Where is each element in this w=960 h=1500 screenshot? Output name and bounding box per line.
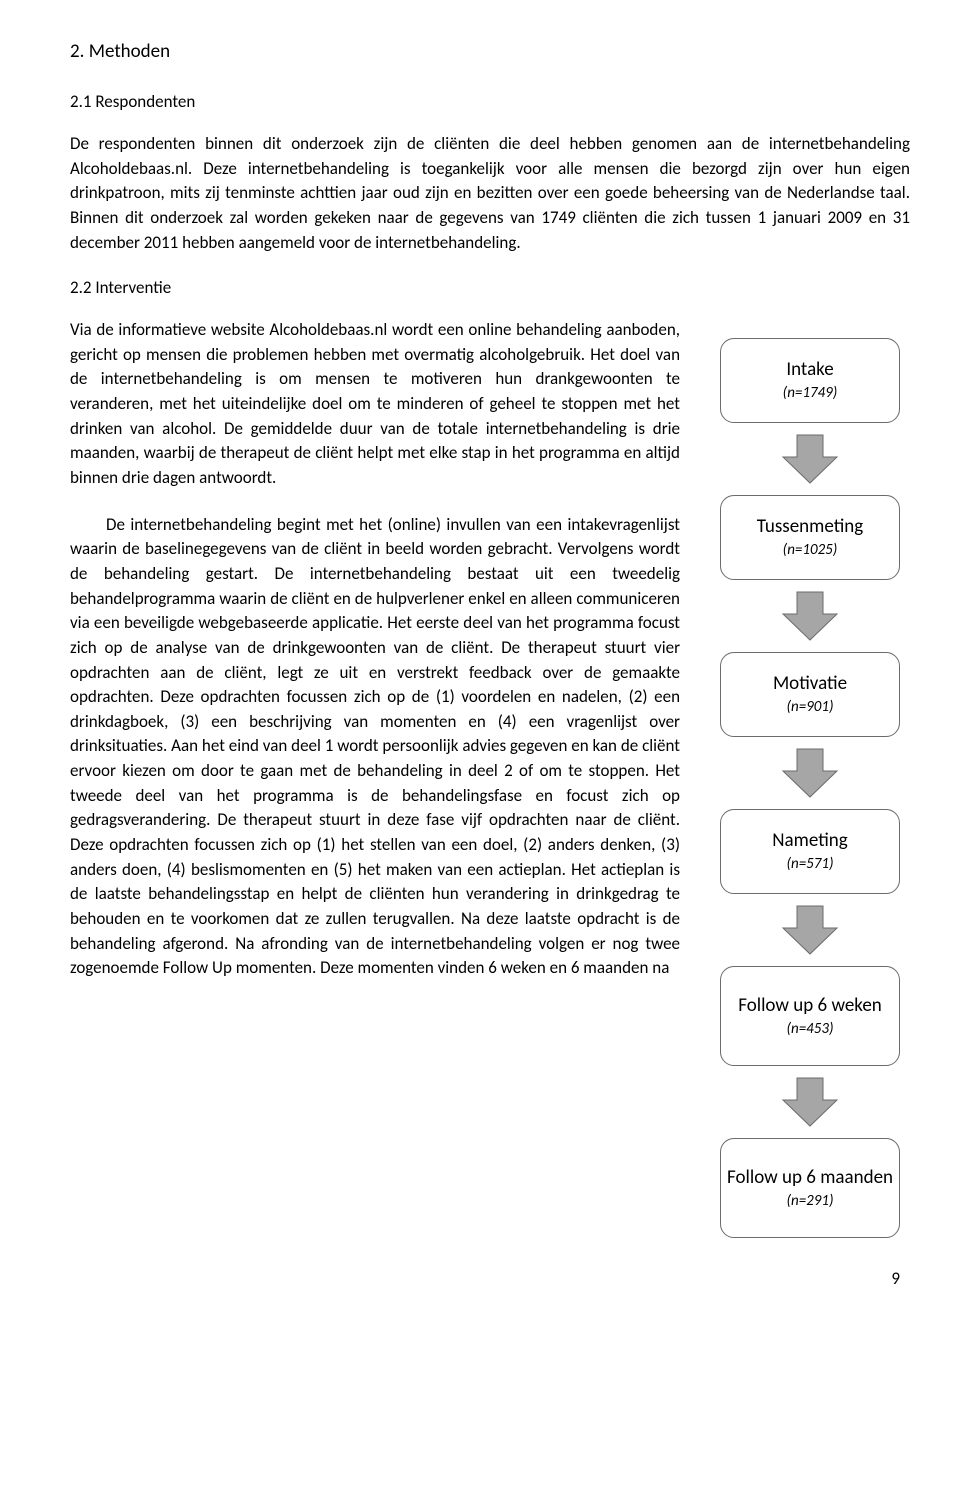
flow-node-followup-6w: Follow up 6 weken (n=453) [720,966,900,1066]
flow-arrow-icon [775,588,845,644]
flow-node-intake: Intake (n=1749) [720,338,900,423]
flow-node-count: (n=1025) [783,541,838,559]
section-2-title: 2.2 Interventie [70,277,910,298]
flow-node-label: Nameting [772,830,847,853]
flow-node-nameting: Nameting (n=571) [720,809,900,894]
section-2-paragraph-1: Via de informatieve website Alcoholdebaa… [70,318,680,490]
section-1-paragraph: De respondenten binnen dit onderzoek zij… [70,132,910,255]
flow-node-label: Follow up 6 weken [738,995,882,1018]
flow-arrow-icon [775,902,845,958]
flow-node-followup-6m: Follow up 6 maanden (n=291) [720,1138,900,1238]
flowchart-column: Intake (n=1749) Tussenmeting (n=1025) Mo… [710,318,910,1238]
flow-node-label: Follow up 6 maanden [727,1167,893,1190]
flow-node-count: (n=571) [786,855,833,873]
content-columns: Via de informatieve website Alcoholdebaa… [70,318,910,1238]
flow-node-motivatie: Motivatie (n=901) [720,652,900,737]
flow-node-count: (n=291) [786,1192,833,1210]
flow-node-count: (n=901) [786,698,833,716]
flow-arrow-icon [775,1074,845,1130]
page-number: 9 [70,1268,910,1289]
flow-node-label: Tussenmeting [757,516,863,539]
flow-node-count: (n=453) [786,1020,833,1038]
page-heading: 2. Methoden [70,40,910,63]
flow-arrow-icon [775,745,845,801]
text-column: Via de informatieve website Alcoholdebaa… [70,318,680,1238]
flow-arrow-icon [775,431,845,487]
section-1-title: 2.1 Respondenten [70,91,910,112]
section-2-paragraph-2: De internetbehandeling begint met het (o… [70,513,680,981]
flow-node-count: (n=1749) [783,384,838,402]
flow-node-label: Motivatie [773,673,847,696]
flow-node-label: Intake [786,359,833,382]
flow-node-tussenmeting: Tussenmeting (n=1025) [720,495,900,580]
